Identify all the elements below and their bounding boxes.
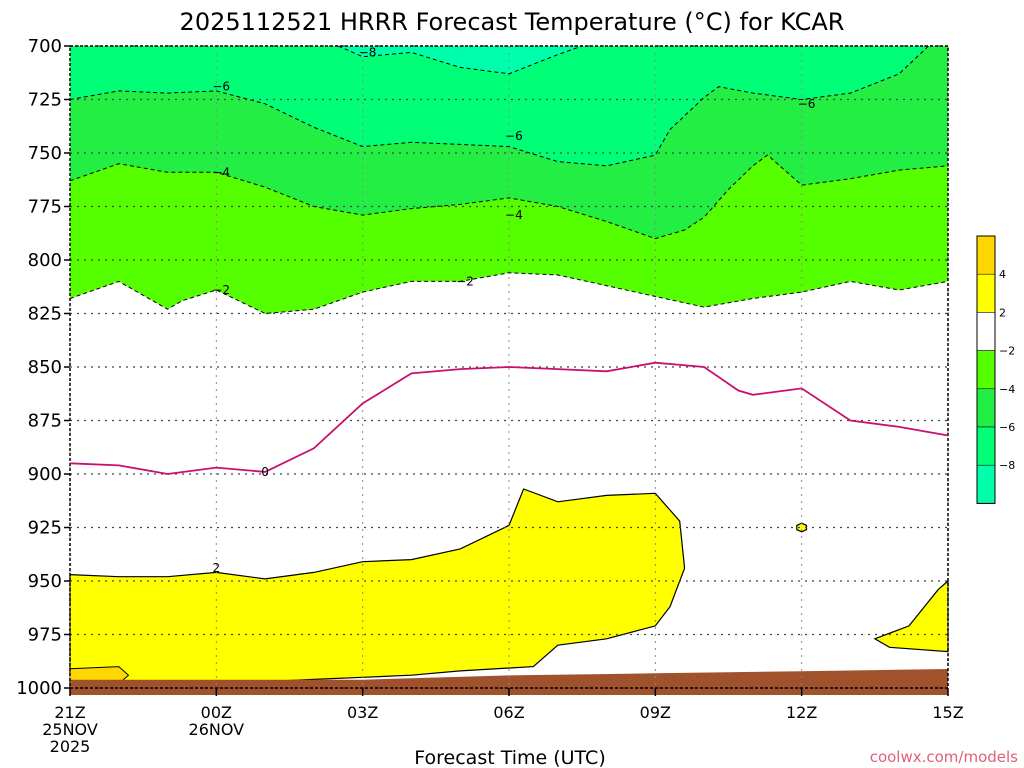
y-tick-label-775: 775 xyxy=(28,197,62,218)
x-tick-label-0-0: 21Z xyxy=(54,703,85,722)
credit-text: coolwx.com/models xyxy=(870,748,1018,766)
contour-label-1: −6 xyxy=(212,80,230,94)
y-tick-label-700: 700 xyxy=(28,36,62,57)
plot-area xyxy=(69,46,949,695)
isotherm-lines xyxy=(69,45,949,475)
colorbar-swatch-0 xyxy=(976,235,996,275)
x-tick-label-0-2: 2025 xyxy=(50,737,91,756)
contour-label-5: −4 xyxy=(505,208,523,222)
contour-labels: −8 −6 −6 −6 −4 −4 −2 −2 0 2 xyxy=(212,45,816,575)
isotherm-zero xyxy=(69,361,949,475)
x-tick-label-12-0: 09Z xyxy=(640,703,671,722)
x-tick-label-6-0: 03Z xyxy=(347,703,378,722)
colorbar-swatch-4 xyxy=(976,388,996,428)
colorbar-swatch-3 xyxy=(976,350,996,390)
contour-label-6: −2 xyxy=(212,283,230,297)
y-axis: 700 725 750 775 800 825 850 875 900 925 950 975 1000 xyxy=(16,36,70,699)
colorbar-swatch-1 xyxy=(976,273,996,313)
y-tick-label-950: 950 xyxy=(28,571,62,592)
x-tick-label-15-0: 12Z xyxy=(786,703,817,722)
contour-label-0: −8 xyxy=(359,45,377,59)
y-tick-label-900: 900 xyxy=(28,464,62,485)
y-tick-label-800: 800 xyxy=(28,250,62,271)
colorbar-label-1: 2 xyxy=(999,306,1006,319)
isotherm-minus4 xyxy=(69,154,949,240)
colorbar-label-2: −2 xyxy=(999,345,1015,358)
x-tick-label-3-0: 00Z xyxy=(201,703,232,722)
y-tick-label-750: 750 xyxy=(28,143,62,164)
region-below-minus6 xyxy=(70,46,929,166)
y-tick-label-1000: 1000 xyxy=(16,678,62,699)
region-below-minus8 xyxy=(338,46,583,74)
contour-label-9: 2 xyxy=(213,561,221,575)
contour-label-8: 0 xyxy=(261,465,269,479)
x-tick-label-0-1: 25NOV xyxy=(42,720,98,739)
colorbar-label-3: −4 xyxy=(999,383,1015,396)
colorbar-swatch-5 xyxy=(976,426,996,466)
region-above-2-dot xyxy=(796,522,808,533)
colorbar: 4 2 −2 −4 −6 −8 xyxy=(976,235,1015,504)
contour-label-2: −6 xyxy=(505,129,523,143)
y-tick-label-875: 875 xyxy=(28,411,62,432)
x-tick-label-3-1: 26NOV xyxy=(189,720,245,739)
isotherm-minus2 xyxy=(69,272,949,315)
x-axis-title: Forecast Time (UTC) xyxy=(414,747,605,768)
y-tick-label-850: 850 xyxy=(28,357,62,378)
y-tick-label-925: 925 xyxy=(28,518,62,539)
colorbar-label-5: −8 xyxy=(999,459,1015,472)
y-tick-label-725: 725 xyxy=(28,90,62,111)
y-tick-label-825: 825 xyxy=(28,304,62,325)
contour-label-4: −4 xyxy=(212,165,230,179)
x-tick-label-18-0: 15Z xyxy=(932,703,963,722)
chart-title: 2025112521 HRRR Forecast Temperature (°C… xyxy=(180,8,845,36)
isotherm-minus6 xyxy=(69,45,929,167)
colorbar-label-0: 4 xyxy=(999,268,1006,281)
colorbar-label-4: −6 xyxy=(999,421,1015,434)
colorbar-swatch-6 xyxy=(976,464,996,504)
contour-label-3: −6 xyxy=(798,97,816,111)
colorbar-swatch-2 xyxy=(976,312,996,351)
contour-label-7: −2 xyxy=(456,274,474,288)
x-tick-label-9-0: 06Z xyxy=(493,703,524,722)
y-tick-label-975: 975 xyxy=(28,625,62,646)
colorbar-frame xyxy=(976,235,996,504)
isotherm-minus8 xyxy=(338,45,583,75)
